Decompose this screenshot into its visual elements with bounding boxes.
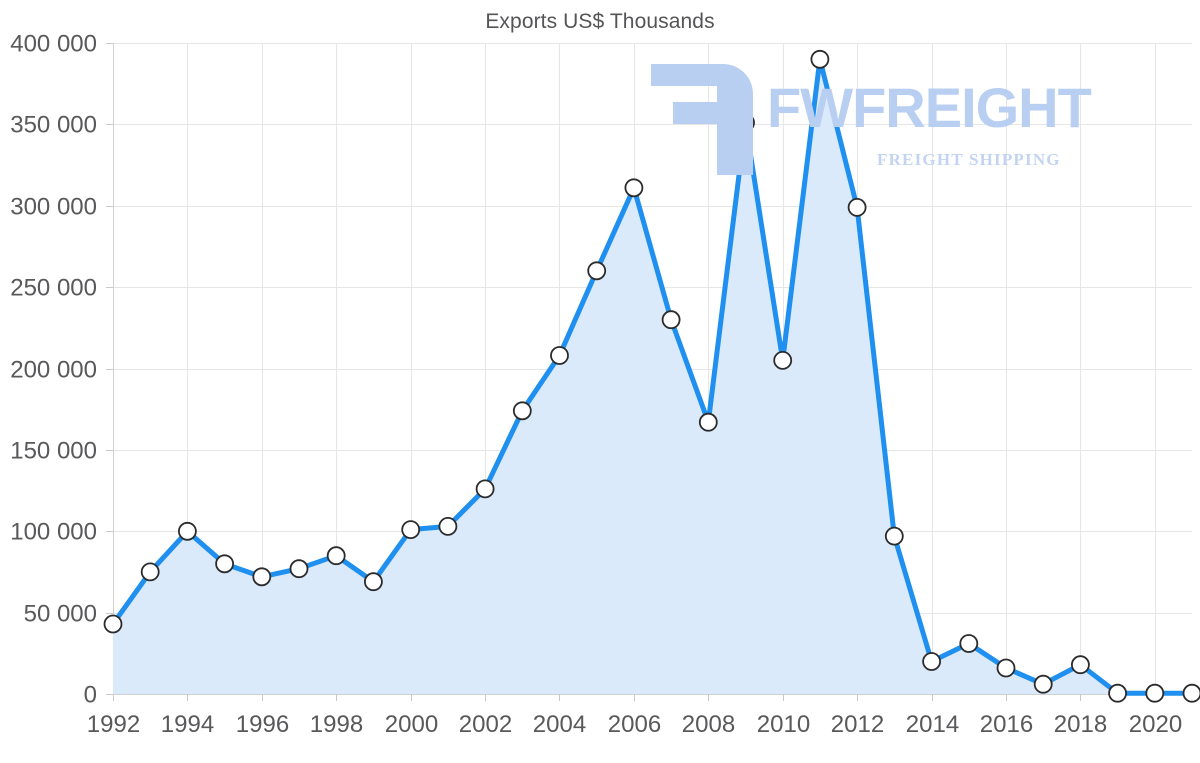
data-point-marker[interactable] [884, 526, 904, 546]
y-tick-label: 350 000 [10, 112, 97, 139]
y-tick-label: 200 000 [10, 357, 97, 384]
data-point-marker[interactable] [550, 346, 569, 365]
data-point-marker[interactable] [698, 412, 718, 432]
x-tick-label: 2006 [608, 711, 661, 738]
data-point-marker[interactable] [996, 658, 1016, 678]
axis-lines [112, 43, 1192, 696]
data-point-marker[interactable] [810, 49, 830, 69]
chart-title: Exports US$ Thousands [485, 10, 715, 33]
data-point-marker[interactable] [103, 614, 123, 634]
data-point-marker[interactable] [252, 567, 272, 587]
y-tick-label: 400 000 [10, 31, 97, 58]
data-point-marker[interactable] [438, 517, 458, 536]
data-point-marker[interactable] [1145, 683, 1165, 703]
x-tick-label: 1994 [161, 711, 214, 738]
data-point-marker[interactable] [661, 310, 681, 330]
data-point-marker[interactable] [475, 479, 495, 499]
series-area [113, 59, 1192, 695]
data-point-marker[interactable] [177, 521, 197, 541]
y-tick-label: 0 [84, 682, 97, 709]
x-tick-label: 2008 [682, 711, 735, 738]
x-axis-tick-labels: 1992 1994 1996 1998 2000 2002 2004 2006 2008 2010… [87, 711, 1182, 738]
data-point-marker[interactable] [959, 634, 979, 653]
data-point-marker[interactable] [847, 197, 867, 217]
data-point-marker[interactable] [512, 401, 532, 421]
data-point-marker[interactable] [624, 178, 644, 198]
x-tick-label: 2020 [1129, 711, 1182, 738]
x-tick-label: 2018 [1054, 711, 1107, 738]
x-tick-label: 2010 [757, 711, 810, 738]
x-tick-label: 1996 [236, 711, 289, 738]
data-point-marker[interactable] [140, 562, 160, 582]
data-point-marker[interactable] [326, 546, 346, 566]
data-point-marker[interactable] [587, 261, 607, 281]
y-tick-label: 250 000 [10, 275, 97, 302]
data-point-marker[interactable] [773, 350, 793, 370]
x-tick-label: 2002 [459, 711, 512, 738]
x-tick-label: 2000 [385, 711, 438, 738]
area-fill [113, 59, 1192, 695]
x-tick-label: 1992 [87, 711, 140, 738]
data-point-marker[interactable] [736, 113, 755, 133]
x-tick-label: 1998 [310, 711, 363, 738]
data-point-marker[interactable] [1033, 674, 1053, 694]
y-axis-tick-labels: 0 50 000 100 000 150 000 200 000 250 000 300 0… [10, 31, 97, 709]
data-point-marker[interactable] [215, 554, 235, 574]
y-tick-label: 50 000 [24, 601, 97, 628]
data-point-markers[interactable] [103, 49, 1200, 703]
y-tick-label: 100 000 [10, 519, 97, 546]
y-tick-label: 150 000 [10, 438, 97, 465]
tick-marks [106, 42, 1157, 701]
data-point-marker[interactable] [1108, 683, 1127, 703]
data-point-marker[interactable] [289, 559, 309, 579]
y-tick-label: 300 000 [10, 194, 97, 221]
x-tick-label: 2016 [980, 711, 1033, 738]
data-point-marker[interactable] [922, 652, 941, 671]
data-point-marker[interactable] [401, 520, 421, 539]
data-point-marker[interactable] [1071, 655, 1090, 675]
x-tick-label: 2012 [831, 711, 884, 738]
x-tick-label: 2004 [533, 711, 586, 738]
data-point-marker[interactable] [363, 572, 383, 592]
x-tick-label: 2014 [906, 711, 959, 738]
data-point-marker[interactable] [1182, 683, 1200, 703]
